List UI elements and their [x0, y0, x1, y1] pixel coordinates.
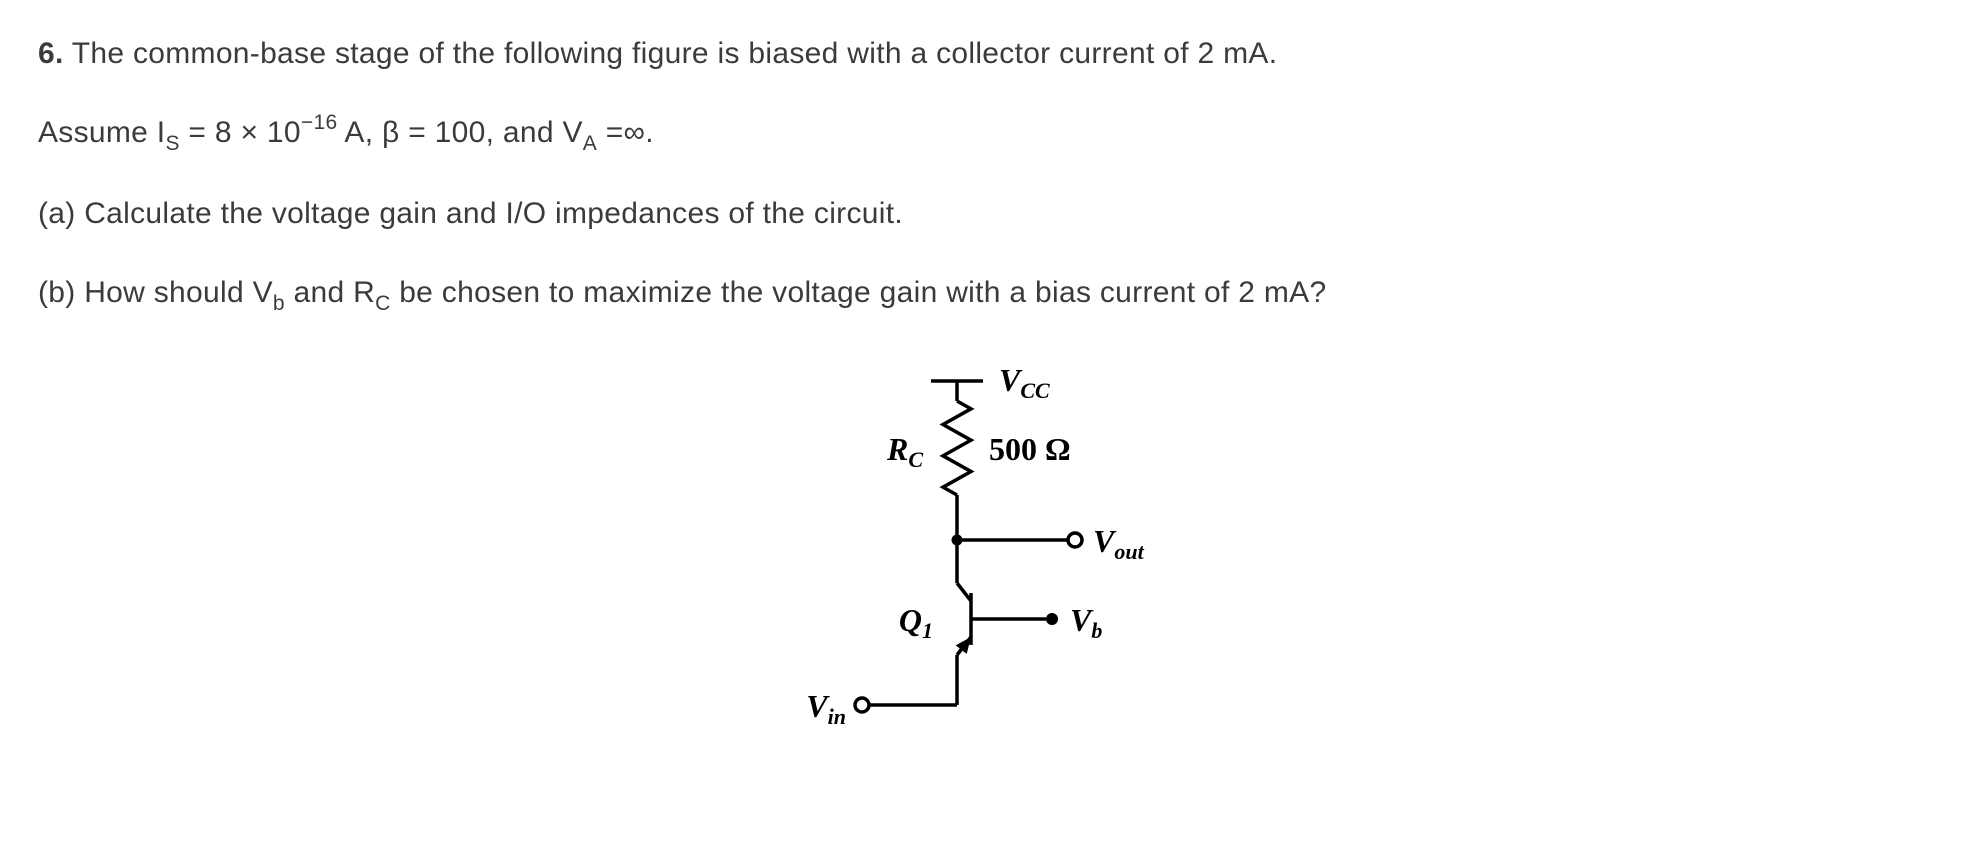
part-a-text: (a) Calculate the voltage gain and I/O i… — [38, 197, 903, 230]
line2-sup1: −16 — [301, 111, 338, 134]
part-b-sub1: b — [273, 292, 285, 315]
problem-number: 6. — [38, 37, 64, 70]
part-b-part2: and R — [285, 276, 375, 309]
circuit-diagram-container: VCC RC 500 Ω Vout Vb Q1 Vin — [38, 345, 1926, 784]
svg-text:VCC: VCC — [999, 362, 1050, 403]
line2-sub2: A — [583, 132, 597, 155]
svg-text:Vin: Vin — [806, 688, 846, 729]
part-b-part3: be chosen to maximize the voltage gain w… — [391, 276, 1327, 309]
part-b-prefix: (b) How should V — [38, 276, 273, 309]
svg-text:Q1: Q1 — [899, 602, 933, 643]
problem-statement-line1: 6. The common-base stage of the followin… — [38, 25, 1926, 82]
line1-text: The common-base stage of the following f… — [72, 37, 1278, 70]
part-b-sub2: C — [375, 292, 390, 315]
line2-part3: A, β = 100, and V — [337, 116, 582, 149]
part-b: (b) How should Vb and RC be chosen to ma… — [38, 264, 1926, 323]
svg-text:Vout: Vout — [1093, 523, 1145, 564]
part-a: (a) Calculate the voltage gain and I/O i… — [38, 185, 1926, 242]
svg-text:Vb: Vb — [1070, 602, 1102, 643]
line2-part2: = 8 × 10 — [180, 116, 301, 149]
svg-text:500 Ω: 500 Ω — [989, 431, 1071, 467]
line2-part4: =∞. — [597, 116, 654, 149]
line2-sub1: S — [165, 132, 179, 155]
problem-statement-line2: Assume IS = 8 × 10−16 A, β = 100, and VA… — [38, 104, 1926, 163]
circuit-diagram: VCC RC 500 Ω Vout Vb Q1 Vin — [752, 345, 1212, 765]
svg-text:RC: RC — [886, 431, 923, 472]
line2-prefix: Assume I — [38, 116, 165, 149]
